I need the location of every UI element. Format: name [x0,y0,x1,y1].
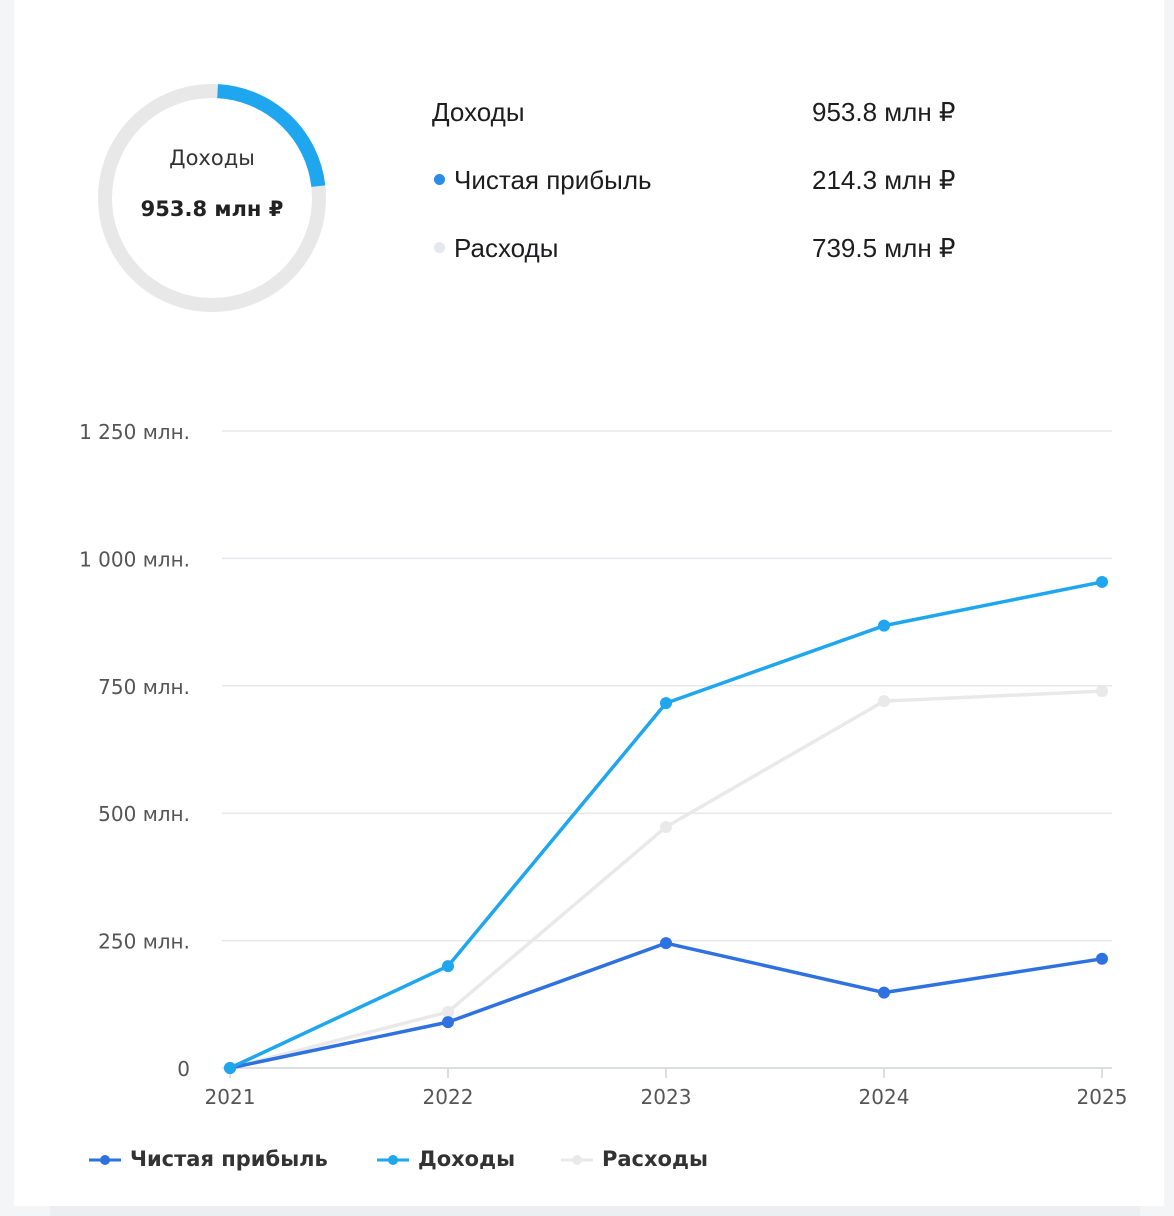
card-bottom-edge [50,1206,1140,1216]
expenses-dot-icon [434,242,445,253]
data-point-1-2 [660,937,672,950]
data-point-2-3 [878,619,890,632]
summary-value-income: 953.8 млн ₽ [812,97,956,127]
donut-value: 953.8 млн ₽ [140,197,284,221]
series-line-0 [229,689,1103,1070]
legend-expenses-line-icon [561,1155,593,1165]
y-tick-label: 250 млн. [98,930,190,954]
x-tick-label: 2022 [423,1085,474,1109]
donut-label: Доходы [169,146,255,170]
legend-profit-line-icon [89,1155,121,1165]
x-tick-label: 2021 [205,1085,256,1109]
x-tick-label: 2023 [641,1085,692,1109]
summary-label-expenses: Расходы [454,233,559,263]
data-point-0-1 [442,1005,454,1018]
donut-highlight-arc [217,84,326,188]
dashboard-card [14,0,1164,1206]
data-point-2-4 [1096,575,1108,588]
data-point-1-3 [878,986,890,999]
summary-label-income: Доходы [432,97,525,127]
data-point-2-2 [660,697,672,710]
summary-value-expenses: 739.5 млн ₽ [812,233,956,263]
y-tick-label: 1 000 млн. [79,547,190,571]
data-point-0-2 [660,820,672,833]
profit-dot-icon [434,174,445,185]
legend-label-profit: Чистая прибыль [130,1147,328,1171]
donut-track [98,84,326,312]
income-donut [98,84,326,312]
summary-label-profit: Чистая прибыль [454,165,652,195]
legend-income-line-icon [377,1155,409,1165]
data-point-2-1 [442,960,454,973]
y-tick-label: 500 млн. [98,802,190,826]
legend-label-income: Доходы [418,1147,516,1171]
data-point-0-3 [878,695,890,708]
x-tick-label: 2024 [859,1085,910,1109]
x-tick-label: 2025 [1077,1085,1128,1109]
data-point-0-4 [1096,685,1108,698]
line-chart: 0 250 млн. 500 млн. 750 млн. 1 000 млн. 1 250… [79,420,1128,1109]
data-point-2-0 [224,1062,236,1074]
y-tick-label: 1 250 млн. [79,420,190,444]
data-point-1-4 [1096,952,1108,965]
y-tick-label: 0 [177,1057,190,1081]
y-tick-label: 750 млн. [98,675,190,699]
summary-value-profit: 214.3 млн ₽ [812,165,956,195]
data-point-1-1 [442,1016,454,1029]
legend-label-expenses: Расходы [602,1147,708,1171]
